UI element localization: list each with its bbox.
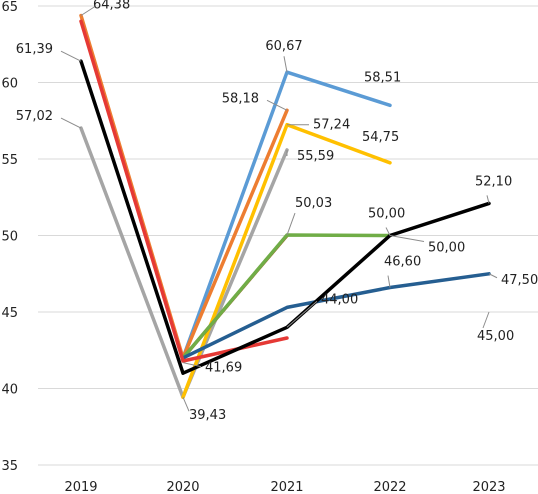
data-label: 54,75 [362,130,399,145]
data-label: 52,10 [475,174,512,189]
data-label-leader [60,117,82,129]
data-label: 64,38 [93,0,130,12]
y-axis-tick-labels: 35 40 45 50 55 60 65 [1,0,18,474]
data-label-leader [182,362,202,368]
data-label-leader [389,235,425,242]
y-tick-label: 65 [1,0,18,15]
data-labels: 64,38 61,39 57,02 41,69 39,43 60,67 58,18 57,24… [16,0,538,423]
y-tick-label: 60 [1,77,18,92]
data-label: 45,00 [477,329,514,344]
x-tick-label: 2022 [373,480,406,494]
data-label: 58,18 [222,91,259,106]
data-label-leader [60,50,82,62]
y-tick-label: 45 [1,306,18,321]
x-axis-tick-labels: 2019 2020 2021 2022 2023 [64,480,505,494]
data-label-leader [80,6,96,16]
y-tick-label: 35 [1,459,18,474]
data-label-leader [385,227,391,236]
data-label-leader [286,300,318,328]
data-label-leader [387,275,391,288]
data-label: 57,02 [16,109,53,124]
data-label-leaders [60,6,498,412]
data-label-leader [266,99,288,111]
data-label: 50,00 [368,207,405,222]
data-label: 57,24 [313,118,350,133]
data-label: 39,43 [189,408,226,423]
chart-series [79,13,491,399]
data-label: 60,67 [265,39,302,54]
data-label: 50,03 [295,196,332,211]
data-label: 50,00 [428,241,465,256]
x-tick-label: 2020 [166,480,199,494]
y-tick-label: 50 [1,230,18,245]
data-label: 41,69 [205,361,242,376]
data-label-leader [482,311,490,329]
data-label-leader [488,273,498,279]
series-line-7 [79,19,289,363]
x-tick-label: 2019 [64,480,97,494]
data-label: 55,59 [297,149,334,164]
data-label: 58,51 [364,70,401,85]
data-label: 47,50 [501,273,538,288]
data-label-leader [182,397,190,412]
y-tick-label: 55 [1,153,18,168]
series-line-2 [79,13,289,360]
data-label: 46,60 [384,255,421,270]
data-label-leader [486,195,490,204]
data-label-leader [283,56,288,73]
data-label-leader [286,212,296,236]
data-label: 61,39 [16,42,53,57]
x-tick-label: 2021 [270,480,303,494]
data-label: 44,00 [321,292,358,307]
series-line-6 [181,272,491,360]
y-tick-label: 40 [1,383,18,398]
x-tick-label: 2023 [472,480,505,494]
